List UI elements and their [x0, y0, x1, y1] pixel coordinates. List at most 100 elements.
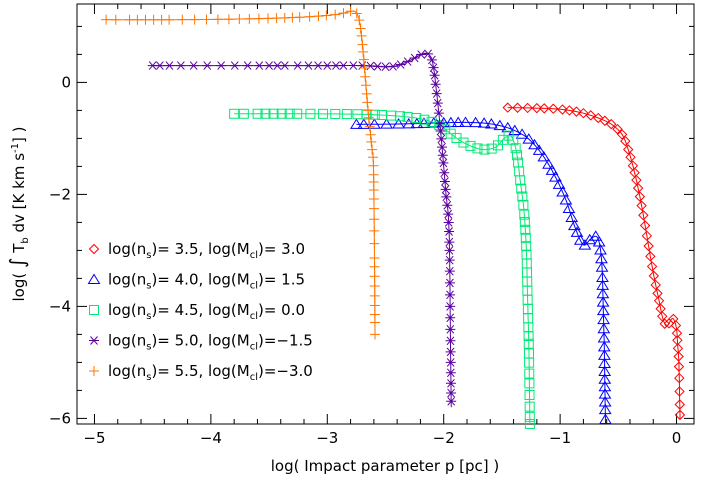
data-point — [294, 12, 305, 23]
data-point — [268, 108, 279, 119]
data-point — [593, 112, 604, 124]
data-point — [364, 121, 375, 132]
data-point — [443, 209, 454, 219]
data-point — [445, 368, 456, 378]
legend-item: log(ns)= 4.0, log(Mcl)= 1.5 — [87, 271, 305, 292]
data-point — [164, 61, 175, 70]
data-point — [650, 279, 661, 291]
data-point — [380, 118, 393, 129]
data-point — [559, 194, 573, 205]
data-point — [578, 107, 589, 119]
data-point — [321, 10, 332, 21]
data-point — [445, 313, 456, 323]
data-point — [508, 124, 522, 136]
data-point — [657, 311, 668, 322]
data-point — [445, 302, 456, 311]
y-tick-label: 0 — [61, 73, 71, 91]
legend-marker — [89, 336, 99, 345]
data-point — [518, 199, 529, 210]
series-3 — [229, 108, 535, 429]
data-point — [445, 336, 456, 346]
data-point — [439, 177, 450, 186]
data-point — [636, 200, 647, 211]
data-point — [598, 403, 612, 415]
data-point — [437, 150, 448, 160]
data-point — [348, 61, 359, 70]
data-point — [469, 116, 483, 128]
data-point — [641, 230, 653, 242]
data-point — [549, 171, 562, 182]
data-point — [436, 134, 447, 144]
data-point — [484, 118, 498, 129]
data-point — [175, 61, 186, 70]
data-point — [634, 191, 646, 202]
data-point — [341, 109, 352, 120]
data-point — [202, 61, 213, 70]
data-point — [369, 253, 380, 264]
data-point — [357, 39, 368, 50]
data-point — [631, 174, 642, 186]
data-point — [229, 108, 240, 119]
legend-item: log(ns)= 4.5, log(Mcl)= 0.0 — [89, 301, 305, 322]
data-point — [446, 396, 457, 406]
data-point — [394, 111, 405, 122]
data-point — [426, 55, 437, 65]
series-line — [152, 52, 452, 408]
data-point — [444, 255, 455, 265]
data-point — [446, 388, 457, 398]
data-point — [360, 80, 371, 91]
data-point — [428, 63, 439, 72]
data-point — [606, 118, 617, 130]
data-point — [522, 102, 533, 114]
x-tick-label: 0 — [672, 429, 682, 447]
data-point — [531, 102, 543, 114]
data-point — [303, 61, 314, 70]
data-point — [616, 129, 628, 140]
data-point — [426, 116, 437, 127]
data-point — [416, 50, 427, 59]
legend-item: log(ns)= 5.0, log(Mcl)=−1.5 — [89, 332, 313, 353]
data-point — [674, 409, 686, 421]
series-line — [507, 107, 681, 419]
x-tick-label: −1 — [549, 429, 571, 447]
data-point — [520, 232, 531, 243]
data-point — [515, 175, 526, 186]
data-point — [360, 71, 371, 82]
data-point — [368, 193, 379, 204]
data-point — [154, 61, 165, 70]
data-point — [598, 380, 612, 392]
data-point — [330, 108, 341, 119]
data-point — [594, 244, 607, 255]
data-point — [599, 413, 612, 425]
data-point — [585, 110, 596, 121]
data-point — [369, 271, 380, 282]
legend-marker — [89, 305, 99, 315]
data-point — [434, 119, 445, 128]
data-point — [392, 118, 405, 129]
data-point — [595, 261, 609, 272]
data-point — [441, 192, 452, 202]
data-point — [370, 329, 381, 340]
series-2 — [350, 116, 612, 425]
data-point — [433, 108, 444, 118]
data-point — [524, 357, 535, 368]
data-point — [432, 98, 443, 108]
data-point — [537, 150, 551, 162]
data-point — [583, 233, 597, 245]
data-point — [674, 399, 685, 410]
data-point — [620, 135, 631, 147]
data-point — [562, 202, 576, 214]
data-point — [539, 103, 550, 114]
data-point — [444, 116, 458, 128]
data-point — [411, 113, 422, 124]
data-point — [356, 30, 367, 41]
data-point — [564, 105, 575, 116]
series-4 — [147, 49, 457, 408]
data-point — [524, 411, 535, 422]
data-point — [292, 108, 303, 119]
data-point — [567, 219, 581, 231]
data-point — [365, 129, 376, 140]
data-point — [445, 325, 456, 334]
data-point — [528, 138, 541, 150]
data-point — [357, 118, 371, 129]
